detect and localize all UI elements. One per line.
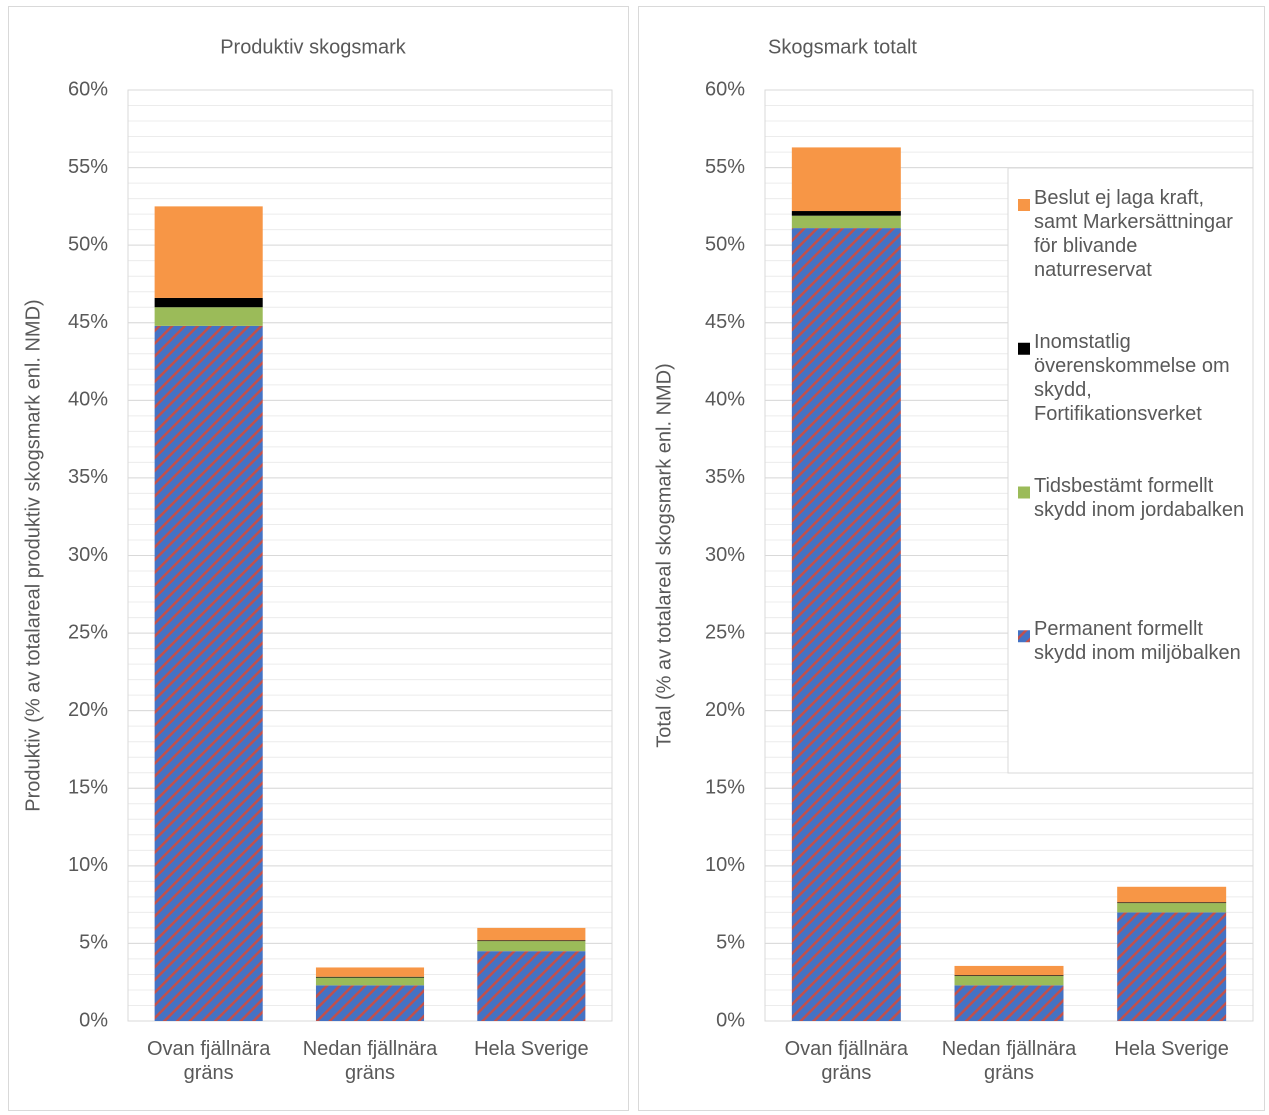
bar-segment: [154, 297, 263, 308]
y-tick-label: 55%: [705, 156, 745, 178]
x-tick-label: Nedan fjällnära gräns: [302, 1038, 438, 1084]
y-tick-label: 60%: [68, 78, 108, 100]
legend-label-box: Permanent formellt skydd inom miljöbalke…: [1034, 618, 1241, 665]
y-tick-label: 40%: [705, 389, 745, 411]
bar-segment: [477, 927, 586, 941]
bar-segment: [1117, 903, 1227, 913]
y-tick-label: 10%: [705, 854, 745, 876]
y-tick-label: 15%: [705, 777, 745, 799]
bar-segment: [477, 951, 586, 1021]
x-tick-label-box: Hela Sverige: [474, 1038, 589, 1060]
legend-label-box: Beslut ej laga kraft, samt Markersättnin…: [1034, 187, 1233, 281]
bar-segment: [477, 941, 586, 952]
y-tick-label: 35%: [68, 466, 108, 488]
x-tick-label-box: Nedan fjällnära gräns: [941, 1038, 1077, 1084]
y-tick-label: 35%: [705, 466, 745, 488]
x-tick-label: Ovan fjällnära gräns: [146, 1038, 271, 1084]
x-tick-label-box: Ovan fjällnära gräns: [784, 1038, 909, 1084]
legend-label: Beslut ej laga kraft, samt Markersättnin…: [1034, 187, 1233, 281]
y-tick-label: 20%: [705, 699, 745, 721]
y-tick-label: 40%: [68, 389, 108, 411]
y-tick-label: 50%: [705, 233, 745, 255]
bar-segment: [1117, 902, 1227, 904]
y-axis-label: Total (% av totalareal skogsmark enl. NM…: [653, 363, 675, 748]
chart-title: Produktiv skogsmark: [220, 36, 407, 58]
bar-segment: [954, 985, 1064, 1021]
y-tick-label: 45%: [705, 311, 745, 333]
x-tick-label: Ovan fjällnära gräns: [784, 1038, 909, 1084]
y-axis-label: Produktiv (% av totalareal produktiv sko…: [22, 299, 44, 811]
bar-segment: [315, 976, 425, 978]
bar-segment: [1117, 886, 1227, 903]
bar-segment: [315, 977, 425, 986]
legend-marker: [1018, 630, 1030, 643]
x-tick-label-box: Nedan fjällnära gräns: [302, 1038, 438, 1084]
x-tick-label: Hela Sverige: [474, 1038, 589, 1060]
chart-title: Skogsmark totalt: [768, 36, 917, 58]
bar-segment: [791, 215, 901, 229]
legend-label-box: Inomstatlig överenskommelse om skydd, Fo…: [1034, 330, 1230, 425]
y-tick-label: 25%: [68, 621, 108, 643]
bar-segment: [154, 307, 263, 326]
x-tick-label: Nedan fjällnära gräns: [941, 1038, 1077, 1084]
y-tick-label: 20%: [68, 699, 108, 721]
y-tick-label: 30%: [68, 544, 108, 566]
legend-box: [1007, 167, 1254, 774]
y-tick-label: 0%: [79, 1009, 108, 1031]
panel-frame: [8, 6, 629, 1111]
legend-marker: [1018, 486, 1030, 499]
x-tick-label-box: Ovan fjällnära gräns: [146, 1038, 271, 1084]
bar-segment: [477, 940, 586, 942]
bar-segment: [154, 325, 263, 1021]
x-tick-label-box: Hela Sverige: [1114, 1038, 1229, 1060]
bar-segment: [791, 228, 901, 1021]
legend-label: Permanent formellt skydd inom miljöbalke…: [1034, 618, 1241, 665]
legend-label: Tidsbestämt formellt skydd inom jordabal…: [1034, 474, 1245, 521]
y-tick-label: 45%: [68, 311, 108, 333]
bar-segment: [954, 975, 1064, 977]
legend-marker: [1018, 199, 1030, 211]
y-tick-label: 30%: [705, 544, 745, 566]
bar-segment: [1117, 912, 1227, 1021]
y-tick-label: 5%: [716, 932, 745, 954]
y-tick-label: 10%: [68, 854, 108, 876]
y-tick-label: 50%: [68, 233, 108, 255]
bar-segment: [954, 976, 1064, 986]
y-tick-label: 0%: [716, 1009, 745, 1031]
legend-label-box: Tidsbestämt formellt skydd inom jordabal…: [1034, 474, 1245, 521]
bar-segment: [791, 211, 901, 216]
bar-segment: [954, 965, 1064, 976]
bar-segment: [154, 206, 263, 298]
bar-segment: [791, 147, 901, 212]
y-tick-label: 15%: [68, 777, 108, 799]
y-tick-label: 55%: [68, 156, 108, 178]
bar-segment: [315, 985, 425, 1021]
bar-segment: [315, 967, 425, 977]
x-tick-label: Hela Sverige: [1114, 1038, 1229, 1060]
legend-label: Inomstatlig överenskommelse om skydd, Fo…: [1034, 330, 1230, 425]
y-tick-label: 60%: [705, 78, 745, 100]
y-tick-label: 25%: [705, 621, 745, 643]
y-tick-label: 5%: [79, 932, 108, 954]
legend-marker: [1018, 342, 1030, 355]
